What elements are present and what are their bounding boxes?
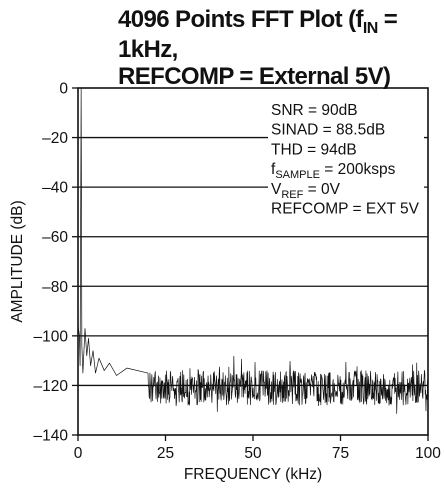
axis-labels: 0 –20 –40 –60 –80 –100 –120 –140 0 25 50 75 100 FREQU… xyxy=(9,81,441,484)
y-tick-label: –140 xyxy=(34,428,69,445)
annotation-sinad: SINAD = 88.5dB xyxy=(271,122,385,139)
annotation-thd: THD = 94dB xyxy=(271,141,357,158)
y-tick-label: –120 xyxy=(34,378,69,395)
spectrum-line xyxy=(77,87,429,414)
y-tick-label: –80 xyxy=(42,279,68,296)
annotation-box: SNR = 90dB SINAD = 88.5dB THD = 94dB fSAMPL… xyxy=(268,97,424,225)
y-tick-label: –100 xyxy=(34,328,69,345)
spectrum-trace xyxy=(77,87,429,414)
annotation-snr: SNR = 90dB xyxy=(271,102,358,119)
annotation-fsample: fSAMPLE = 200ksps xyxy=(271,161,396,181)
x-tick-label: 75 xyxy=(332,445,349,462)
title-line1-subscript: IN xyxy=(362,20,378,37)
y-tick-label: –40 xyxy=(42,180,68,197)
annotation-refcomp: REFCOMP = EXT 5V xyxy=(271,201,420,218)
x-tick-label: 25 xyxy=(157,445,174,462)
plot-border xyxy=(77,87,429,436)
title-line1-prefix: 4096 Points FFT Plot (f xyxy=(118,6,364,33)
annotation-background xyxy=(268,97,424,225)
x-axis-label: FREQUENCY (kHz) xyxy=(184,466,322,483)
plot-frame xyxy=(77,87,429,436)
y-tick-label: –60 xyxy=(42,229,68,246)
annotation-vref: VREF = 0V xyxy=(271,181,341,201)
chart-title: 4096 Points FFT Plot (fIN = 1kHz, REFCOM… xyxy=(118,6,438,90)
title-line1-suffix: = 1kHz, xyxy=(118,6,398,63)
title-line2: REFCOMP = External 5V) xyxy=(118,63,391,90)
y-tick-label: –20 xyxy=(42,130,68,147)
x-tick-label: 100 xyxy=(415,445,441,462)
tick-marks xyxy=(72,87,429,441)
x-tick-label: 50 xyxy=(244,445,262,462)
x-tick-label: 0 xyxy=(74,445,83,462)
y-tick-label: 0 xyxy=(59,81,68,98)
y-axis-label: AMPLITUDE (dB) xyxy=(9,200,26,322)
